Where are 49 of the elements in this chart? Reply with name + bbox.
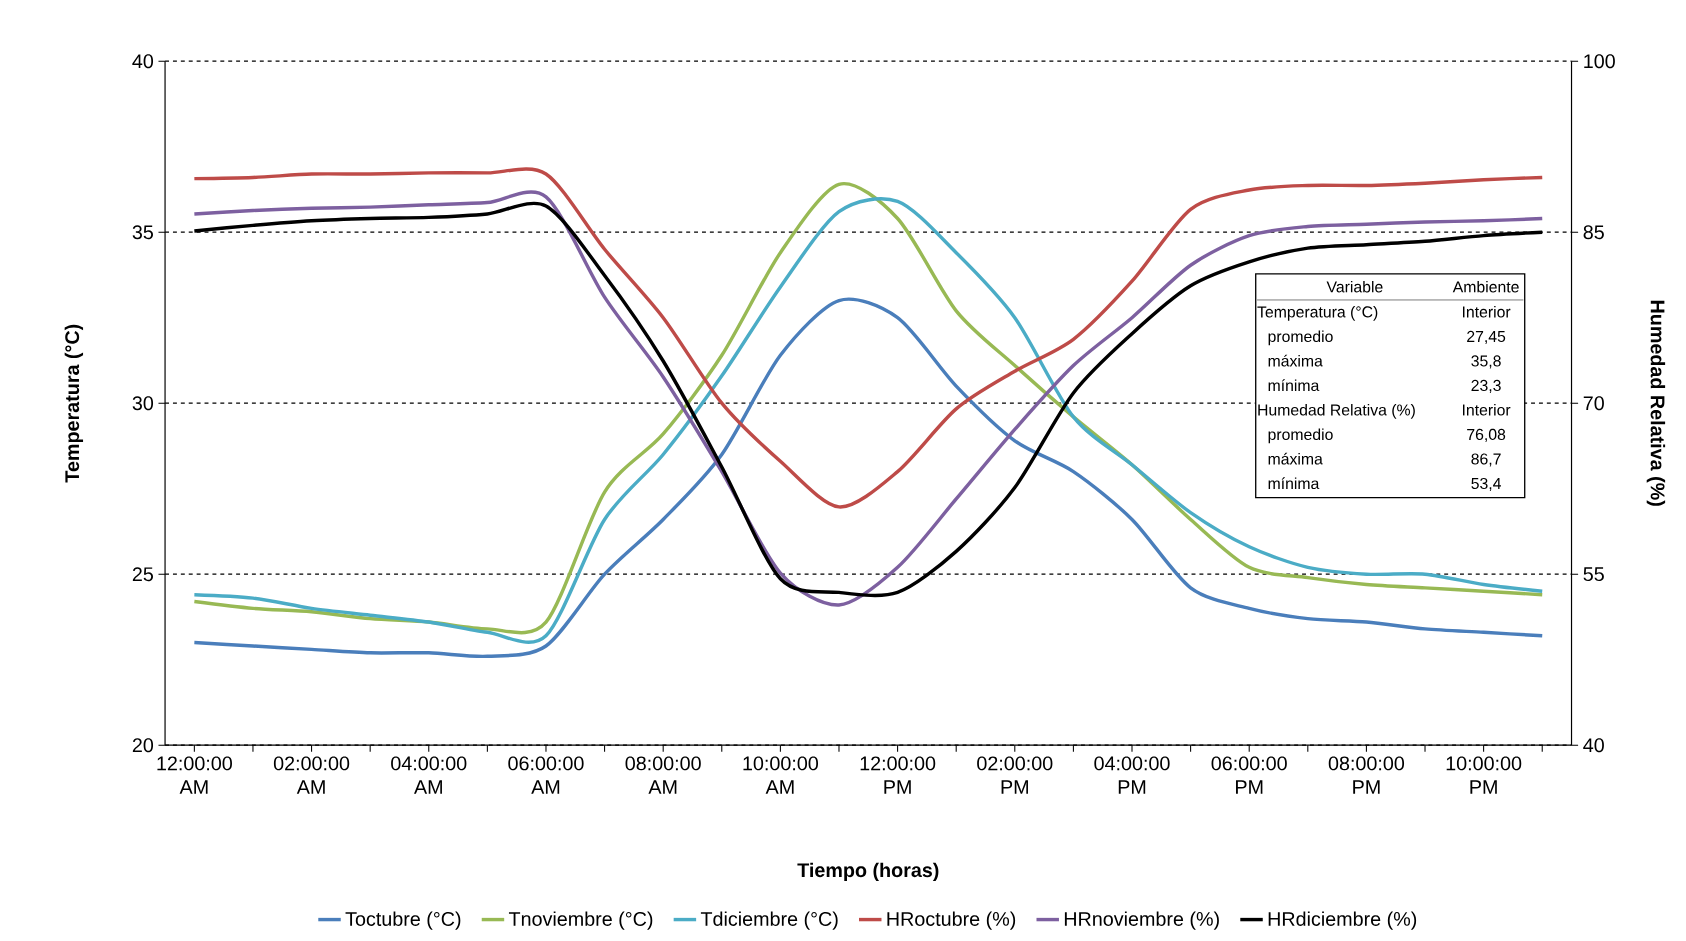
legend-label: HRdiciembre (%)	[1268, 911, 1417, 931]
legend-label: Toctubre (°C)	[345, 911, 461, 931]
annotation: mínima	[1268, 379, 1320, 392]
y-tick-label: 25	[132, 567, 153, 582]
annotation: 35,8	[1471, 355, 1501, 369]
annotation: máxima	[1268, 354, 1323, 367]
x-tick-label: 02:00:00 AM	[273, 756, 350, 795]
annotation: promedio	[1268, 330, 1333, 346]
annotation: 76,08	[1467, 429, 1506, 443]
y2-axis-title: Humedad Relativa (%)	[1646, 301, 1666, 507]
x-tick-label: 08:00:00 PM	[1328, 756, 1405, 795]
y-tick-label: 35	[132, 225, 153, 240]
annotation: Temperatura (°C)	[1257, 306, 1378, 321]
x-tick-label: 06:00:00 AM	[508, 756, 584, 795]
annotation: 86,7	[1471, 453, 1501, 467]
y-axis-title: Temperatura (°C)	[64, 324, 84, 483]
x-tick-label: 04:00:00 PM	[1094, 756, 1170, 795]
x-tick-label: 04:00:00 AM	[391, 756, 467, 795]
legend-label: HRoctubre (%)	[887, 911, 1016, 931]
annotation: 53,4	[1471, 478, 1501, 492]
y2-tick-label: 70	[1583, 396, 1604, 411]
annotation: 23,3	[1471, 380, 1501, 394]
x-tick-label: 12:00:00 PM	[860, 756, 936, 795]
annotation: Variable	[1326, 281, 1383, 293]
x-tick-label: 10:00:00 PM	[1446, 756, 1522, 795]
x-tick-label: 10:00:00 AM	[743, 756, 819, 795]
x-axis-title: Tiempo (horas)	[797, 862, 939, 882]
annotation: máxima	[1268, 452, 1323, 465]
legend-label: Tnoviembre (°C)	[508, 911, 653, 931]
annotation: promedio	[1268, 428, 1333, 444]
y2-tick-label: 100	[1584, 54, 1615, 69]
y2-tick-label: 55	[1583, 567, 1604, 582]
annotation: Interior	[1462, 306, 1511, 318]
y-tick-label: 40	[132, 54, 154, 69]
legend-label: Tdiciembre (°C)	[700, 911, 838, 931]
annotation: Humedad Relativa (%)	[1258, 404, 1415, 419]
annotation: Ambiente	[1452, 281, 1519, 293]
legend-label: HRnoviembre (%)	[1064, 911, 1219, 931]
x-tick-label: 12:00:00 AM	[157, 756, 232, 795]
y2-tick-label: 40	[1583, 738, 1604, 753]
annotation: mínima	[1268, 477, 1320, 490]
y2-tick-label: 85	[1583, 225, 1604, 240]
x-tick-label: 06:00:00 PM	[1211, 756, 1287, 795]
annotation: Interior	[1462, 404, 1511, 416]
x-tick-label: 02:00:00 PM	[977, 756, 1053, 795]
y-tick-label: 20	[132, 738, 154, 753]
y-tick-label: 30	[132, 396, 154, 411]
annotation: 27,45	[1467, 331, 1506, 345]
x-tick-label: 08:00:00 AM	[625, 756, 701, 795]
